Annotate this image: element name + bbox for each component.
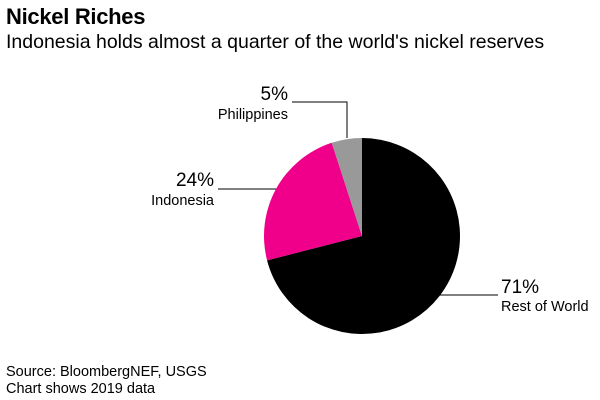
chart-footer: Source: BloombergNEF, USGS Chart shows 2…	[6, 364, 207, 398]
category-label-indonesia: Indonesia	[151, 193, 215, 209]
value-label-philippines: 5%	[261, 84, 289, 105]
pie-slice-philippines	[331, 138, 362, 236]
value-label-rest-of-world: 71%	[501, 277, 539, 298]
pie-slice-rest-of-world	[267, 138, 461, 334]
data-year-note: Chart shows 2019 data	[6, 381, 156, 397]
source-note: Source: BloombergNEF, USGS	[6, 364, 207, 380]
pie-slice-indonesia	[264, 142, 362, 261]
chart-subtitle: Indonesia holds almost a quarter of the …	[6, 31, 545, 53]
chart-title: Nickel Riches	[6, 4, 146, 29]
category-label-philippines: Philippines	[218, 107, 288, 123]
category-label-rest-of-world: Rest of World	[501, 299, 589, 315]
value-label-indonesia: 24%	[176, 170, 214, 191]
leader-line-philippines	[292, 101, 348, 138]
